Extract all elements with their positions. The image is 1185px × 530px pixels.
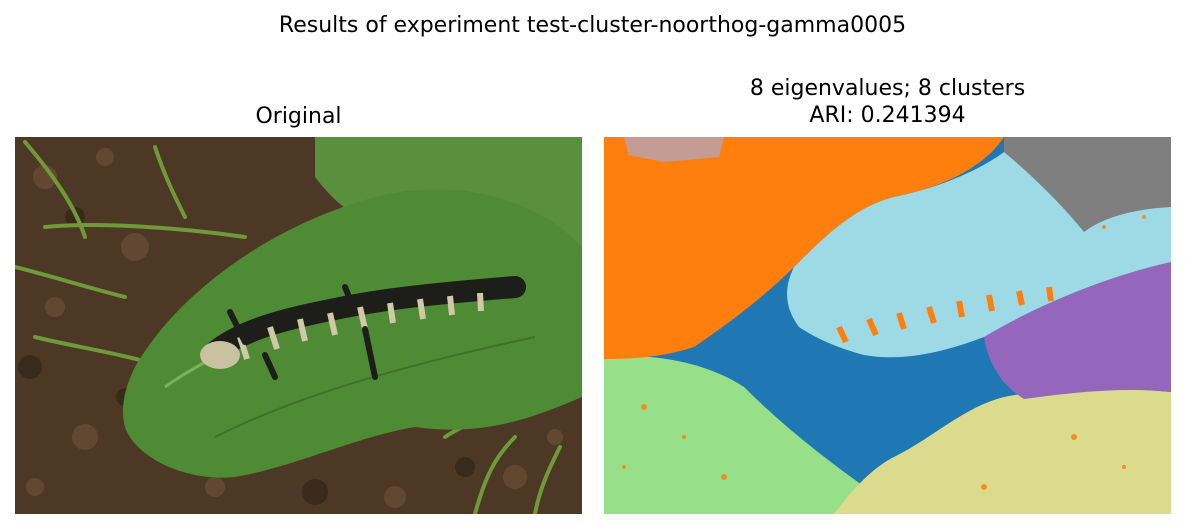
cluster-gray (1004, 137, 1171, 232)
original-image (15, 137, 582, 514)
segmentation-image (604, 137, 1171, 514)
segmentation-title-line2: ARI: 0.241394 (809, 103, 966, 128)
segmentation-title-line1: 8 eigenvalues; 8 clusters (749, 76, 1026, 101)
cluster-mauve (624, 137, 724, 162)
original-title-text: Original (255, 104, 342, 129)
segmentation-graphic (604, 137, 1171, 514)
cluster-light-green (604, 356, 904, 514)
original-panel-title: Original (15, 103, 582, 130)
figure-suptitle: Results of experiment test-cluster-noort… (278, 13, 907, 38)
cluster-khaki (834, 388, 1171, 514)
original-photo-graphic (15, 137, 582, 514)
segmentation-panel-title: 8 eigenvalues; 8 clusters ARI: 0.241394 (604, 75, 1171, 129)
cluster-orange-stripes (836, 286, 1054, 344)
cluster-orange (604, 137, 1004, 359)
cluster-purple (984, 262, 1171, 399)
